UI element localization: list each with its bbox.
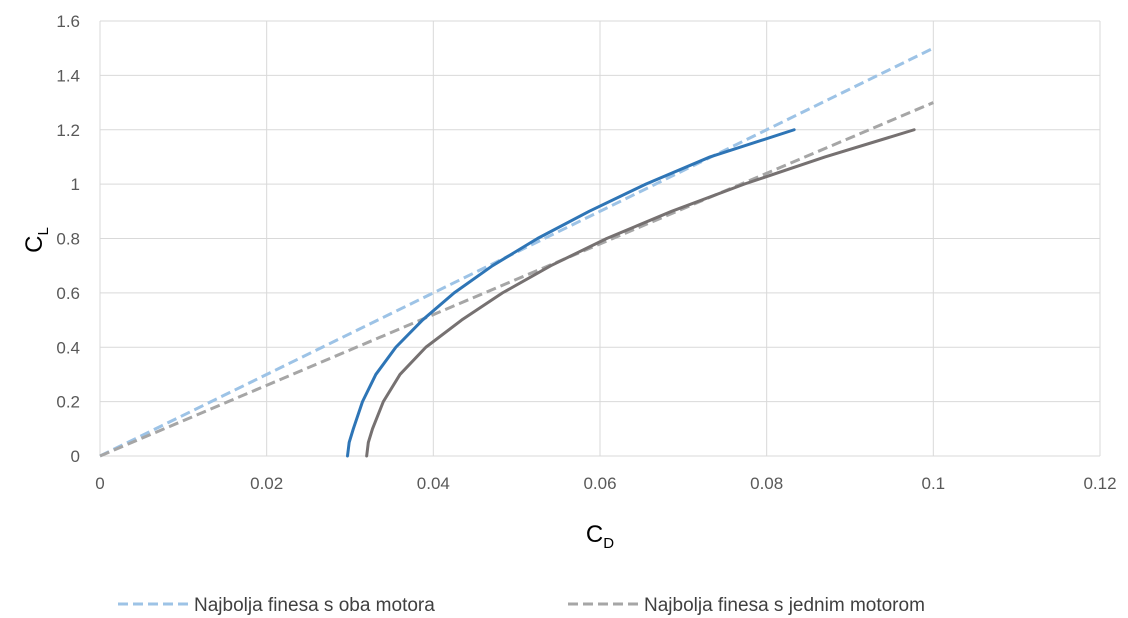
plot-area [99,46,934,458]
y-axis-title: CL [21,227,52,253]
y-axis-title-sub: L [35,227,52,235]
x-tick-label: 0.06 [583,474,616,493]
series-curve-both-engines [346,128,796,458]
x-tick-label: 0.04 [417,474,450,493]
legend-item-one-engine: Najbolja finesa s jednim motorom [568,595,925,616]
y-axis-title-main: C [21,236,48,253]
x-tick-label: 0.1 [922,474,946,493]
series-line-both-engines [99,46,934,458]
x-tick-label: 0.02 [250,474,283,493]
y-tick-label: 1.4 [56,66,80,85]
x-axis-title-main: C [586,521,603,548]
y-tick-label: 0.6 [56,284,80,303]
legend-label-one-engine: Najbolja finesa s jednim motorom [644,595,925,616]
y-tick-label: 1.2 [56,121,80,140]
y-tick-label: 1.6 [56,12,80,31]
legend-item-both-engines: Najbolja finesa s oba motora [118,595,435,616]
x-axis-title: CD [586,521,614,552]
x-tick-label: 0 [95,474,104,493]
x-axis-ticks: 0 0.02 0.04 0.06 0.08 0.1 0.12 [95,474,1116,493]
grid [99,20,1101,457]
y-axis-ticks: 0 0.2 0.4 0.6 0.8 1 1.2 1.4 1.6 [56,12,80,466]
y-tick-label: 0.4 [56,338,80,357]
y-tick-label: 0.2 [56,393,80,412]
x-tick-label: 0.08 [750,474,783,493]
series-line-one-engine [99,101,934,458]
series-curve-one-engine [365,128,916,458]
y-tick-label: 0 [71,447,80,466]
legend-label-both-engines: Najbolja finesa s oba motora [194,595,435,616]
legend: Najbolja finesa s oba motora Najbolja fi… [118,595,925,616]
y-tick-label: 0.8 [56,230,80,249]
x-tick-label: 0.12 [1083,474,1116,493]
x-axis-title-sub: D [603,535,614,552]
y-tick-label: 1 [71,175,80,194]
